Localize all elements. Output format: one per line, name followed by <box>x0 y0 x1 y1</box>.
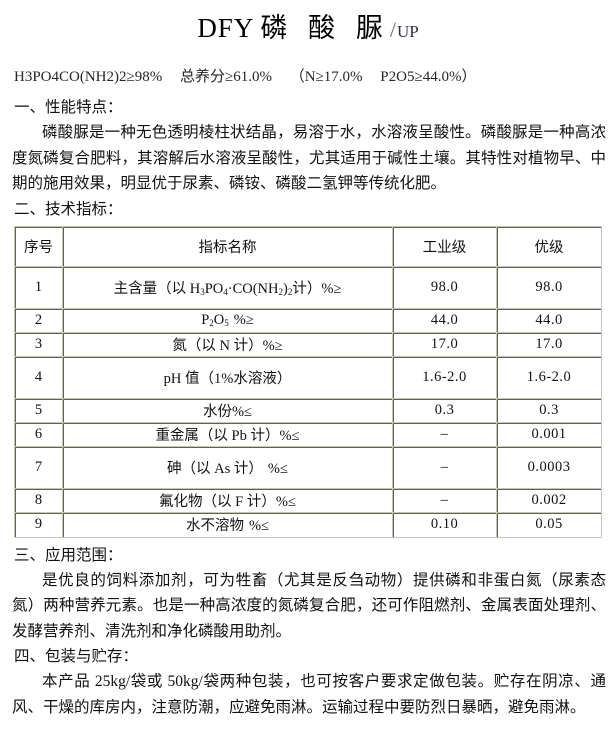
technical-specification-table: 序号 指标名称 工业级 优级 1 主含量（以 H3PO4·CO(NH2)2计）%≥… <box>14 225 602 538</box>
section-body-application: 是优良的饲料添加剂，可为牲畜（尤其是反刍动物）提供磷和非蛋白氮（尿素态氮）两种营… <box>12 571 606 640</box>
cell-industrial-value: 98.0 <box>393 266 497 309</box>
cell-industrial-value: – <box>393 446 497 489</box>
cell-row-number: 9 <box>15 512 63 537</box>
spec-segment-nitrogen: （N≥17.0% <box>289 69 363 85</box>
cell-premium-value: 0.001 <box>497 423 601 447</box>
cell-indicator-name: 氮（以 N 计）%≥ <box>63 332 393 357</box>
cell-premium-value: 44.0 <box>497 309 601 333</box>
spec-segment-main: H3PO4CO(NH2)2≥98% <box>14 69 163 85</box>
table-row: 5 水份%≤ 0.3 0.3 <box>15 398 601 423</box>
cell-row-number: 6 <box>15 422 63 447</box>
cell-row-number: 5 <box>15 398 63 423</box>
cell-industrial-value: 0.10 <box>393 512 497 537</box>
cell-premium-value: 0.002 <box>497 489 601 513</box>
section-body-performance: 磷酸脲是一种无色透明棱柱状结晶，易溶于水，水溶液呈酸性。磷酸脲是一种高浓度氮磷复… <box>12 124 606 192</box>
cell-row-number: 3 <box>15 332 63 357</box>
table-body: 序号 指标名称 工业级 优级 1 主含量（以 H3PO4·CO(NH2)2计）%≥… <box>15 226 601 537</box>
header-cell-name: 指标名称 <box>63 226 393 267</box>
table-row: 6 重金属（以 Pb 计）%≤ –0.001 <box>15 422 601 447</box>
spec-summary-line: H3PO4CO(NH2)2≥98% 总养分≥61.0% （N≥17.0% P2O… <box>14 65 616 86</box>
cell-premium-value: 1.6-2.0 <box>497 357 601 399</box>
cell-premium-value: 0.05 <box>497 513 601 537</box>
header-cell-industrial: 工业级 <box>393 226 497 267</box>
cell-indicator-name: 水份%≤ <box>63 398 393 423</box>
cell-indicator-name: 主含量（以 H3PO4·CO(NH2)2计）%≥ <box>63 266 393 309</box>
cell-row-number: 8 <box>15 488 63 513</box>
cell-indicator-name: pH 值（1%水溶液） <box>63 356 393 399</box>
header-cell-no: 序号 <box>15 226 63 267</box>
page-title: DFY 磷 酸 脲/UP <box>0 0 616 45</box>
cell-indicator-name: 水不溶物 %≤ <box>63 512 393 537</box>
cell-premium-value: 0.0003 <box>497 447 601 489</box>
section-heading-application: 三、应用范围： <box>14 546 123 564</box>
title-chinese: 磷 酸 脲 <box>260 13 390 43</box>
cell-indicator-name: P2O5 %≥ <box>63 308 393 333</box>
table-row: 4 pH 值（1%水溶液） 1.6-2.0 1.6-2.0 <box>15 356 601 399</box>
cell-indicator-name: 氟化物（以 F 计）%≤ <box>63 488 393 513</box>
spec-segment-p2o5: P2O5≥44.0%） <box>380 69 477 85</box>
cell-industrial-value: 17.0 <box>393 332 497 357</box>
cell-row-number: 1 <box>15 266 63 309</box>
cell-row-number: 2 <box>15 308 63 333</box>
section-heading-packaging: 四、包装与贮存： <box>14 648 139 665</box>
cell-industrial-value: 0.3 <box>393 398 497 423</box>
cell-industrial-value: 1.6-2.0 <box>393 356 497 399</box>
table-header-row: 序号 指标名称 工业级 优级 <box>15 226 601 267</box>
cell-industrial-value: – <box>393 488 497 513</box>
title-slash: / <box>389 17 397 42</box>
table-row: 3 氮（以 N 计）%≥ 17.0 17.0 <box>15 332 601 357</box>
cell-premium-value: 17.0 <box>497 333 601 357</box>
cell-row-number: 4 <box>15 356 63 399</box>
section-heading-technical: 二、技术指标： <box>14 200 123 218</box>
table-row: 9 水不溶物 %≤ 0.10 0.05 <box>15 512 601 537</box>
cell-industrial-value: 44.0 <box>393 308 497 333</box>
spec-segment-total-nutrient: 总养分≥61.0% <box>179 69 272 85</box>
cell-row-number: 7 <box>15 446 63 489</box>
title-up-suffix: UP <box>396 22 419 41</box>
table-row: 1 主含量（以 H3PO4·CO(NH2)2计）%≥ 98.0 98.0 <box>15 266 601 309</box>
technical-table-container: 序号 指标名称 工业级 优级 1 主含量（以 H3PO4·CO(NH2)2计）%≥… <box>14 225 602 538</box>
cell-premium-value: 98.0 <box>497 267 601 309</box>
section-body-packaging: 本产品 25kg/袋或 50kg/袋两种包装，也可按客户要求定做包装。贮存在阴凉… <box>12 673 606 716</box>
cell-premium-value: 0.3 <box>497 399 601 423</box>
title-line: DFY 磷 酸 脲/UP <box>197 13 418 43</box>
title-brand: DFY <box>197 13 255 43</box>
table-row: 8 氟化物（以 F 计）%≤ –0.002 <box>15 488 601 513</box>
cell-industrial-value: – <box>393 422 497 447</box>
table-row: 7 砷（以 As 计） %≤ –0.0003 <box>15 446 601 489</box>
table-row: 2 P2O5 %≥ 44.0 44.0 <box>15 308 601 333</box>
header-cell-premium: 优级 <box>497 227 601 267</box>
cell-indicator-name: 砷（以 As 计） %≤ <box>63 446 393 489</box>
section-heading-performance: 一、性能特点： <box>14 99 123 116</box>
cell-indicator-name: 重金属（以 Pb 计）%≤ <box>63 422 393 447</box>
